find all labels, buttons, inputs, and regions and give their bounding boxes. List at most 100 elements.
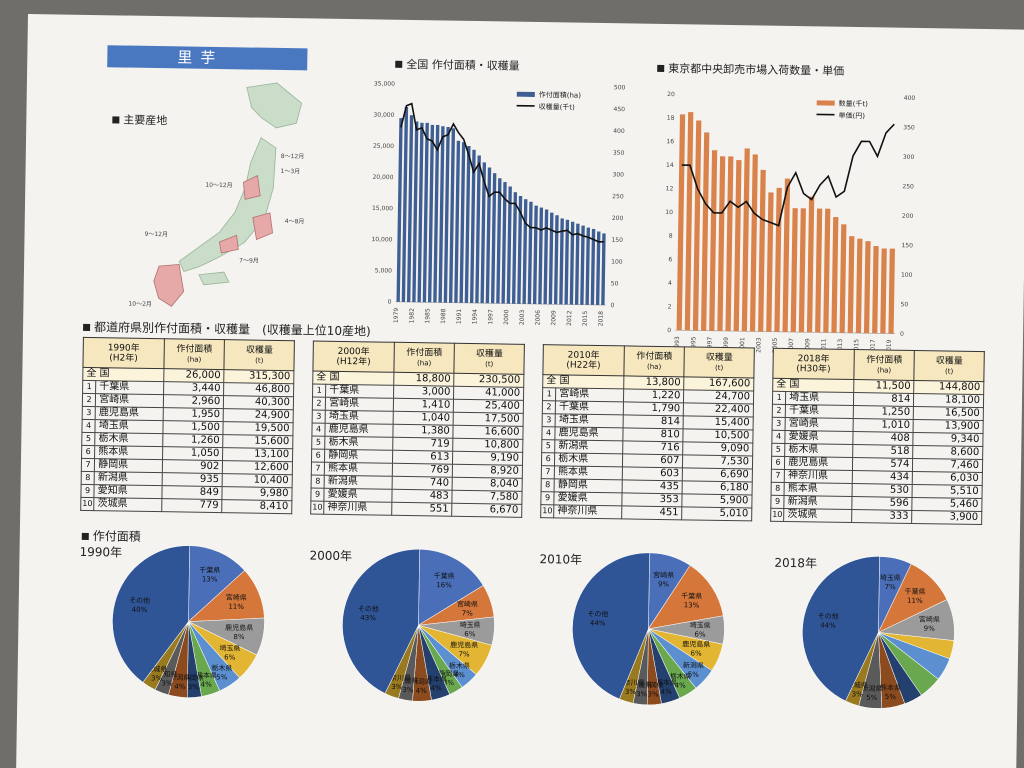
yield-cell: 41,000 xyxy=(453,386,524,401)
y-right-tick-label: 150 xyxy=(611,237,623,244)
pie-label-percent: 6% xyxy=(694,631,706,639)
prefecture-cell: 茨城県 xyxy=(783,508,852,523)
y-left-tick-label: 12 xyxy=(666,185,674,192)
rank-cell: 7 xyxy=(81,458,95,472)
pie-label-name: 千葉県 xyxy=(904,587,925,596)
y-left-tick-label: 4 xyxy=(668,280,672,287)
area-cell: 483 xyxy=(391,489,453,504)
page-title: 里芋 xyxy=(107,45,308,71)
bullet-square-icon xyxy=(657,64,665,72)
area-cell: 1,250 xyxy=(853,405,914,420)
bar-2017 xyxy=(872,245,879,334)
table-row: 10 茨城県 779 8,410 xyxy=(80,497,292,514)
y-right-tick-label: 300 xyxy=(612,171,624,178)
pie-label-name: 埼玉県 xyxy=(690,620,711,629)
tokai-highlight xyxy=(218,234,239,254)
rank-cell: 9 xyxy=(540,491,555,505)
bar-2006 xyxy=(538,207,544,305)
pie-label-percent: 5% xyxy=(866,694,878,702)
yield-cell: 7,460 xyxy=(912,458,983,473)
prefecture-table-1990年: 1990年 (H2年) 作付面積 (ha) 収穫量 (t) 全 国 26,000 315,300… xyxy=(80,337,295,514)
rank-cell: 6 xyxy=(771,456,785,470)
yield-column-unit: (t) xyxy=(485,359,494,368)
y-right-tick-label: 100 xyxy=(901,272,913,279)
x-tick-label: 2018 xyxy=(598,311,605,327)
prefecture-cell: 神奈川県 xyxy=(553,504,622,519)
prefecture-cell: 熊本県 xyxy=(784,482,853,497)
prefecture-cell: 茨城県 xyxy=(93,497,162,512)
legend-swatch-bar xyxy=(516,91,535,97)
bar-1993 xyxy=(676,114,686,331)
yield-cell: 9,340 xyxy=(913,432,984,447)
pie-label-name: 茨城県 xyxy=(146,664,167,673)
bar-2014 xyxy=(847,236,855,333)
prefecture-cell: 神奈川県 xyxy=(784,469,853,484)
pie-label-name: 鹿児島県 xyxy=(450,640,478,649)
table-era: (H30年) xyxy=(796,363,831,375)
bullet-square-icon xyxy=(81,532,89,541)
area-cell: 1,010 xyxy=(852,418,914,433)
table-year-header: 2010年 (H22年) xyxy=(542,344,625,376)
prefecture-cell: 栃木県 xyxy=(554,452,623,467)
bar-1980 xyxy=(401,106,409,302)
yield-cell: 40,300 xyxy=(223,395,294,410)
area-cell: 596 xyxy=(851,496,913,511)
area-cell: 1,220 xyxy=(623,388,685,403)
x-tick-label: 1994 xyxy=(472,309,479,325)
pie-label-percent: 3% xyxy=(443,679,455,687)
pie-label-percent: 3% xyxy=(647,690,659,698)
prefecture-cell: 愛媛県 xyxy=(324,488,392,503)
pie-label-name: 茨城県 xyxy=(847,680,868,689)
yield-cell: 6,030 xyxy=(912,471,983,486)
pie-label-percent: 9% xyxy=(924,625,936,633)
area-cell: 740 xyxy=(391,476,453,491)
legend-label-bar: 作付面積(ha) xyxy=(539,90,582,100)
y-left-tick-label: 6 xyxy=(668,256,672,263)
bar-1995 xyxy=(692,120,702,331)
pie-label-percent: 6% xyxy=(224,654,236,662)
pie-slice-その他 xyxy=(802,556,880,702)
pie-label-percent: 4% xyxy=(416,687,428,695)
area-column-header: 作付面積 (ha) xyxy=(853,349,915,381)
area-cell: 902 xyxy=(162,459,223,474)
x-tick-label: 2012 xyxy=(566,310,573,326)
area-cell: 1,950 xyxy=(162,407,224,422)
area-cell: 408 xyxy=(852,431,914,446)
x-tick-label: 2015 xyxy=(582,311,589,327)
total-area: 18,800 xyxy=(393,372,455,387)
pie-label-percent: 7% xyxy=(462,609,474,617)
yield-cell: 17,500 xyxy=(453,412,524,427)
document-page: 里芋 主要産地 8～12月 1～3月 10～12月 4～8月 7～9月 9～12… xyxy=(16,14,1024,768)
area-cell: 814 xyxy=(853,392,914,407)
yield-cell: 5,460 xyxy=(912,497,983,512)
kyushu-shape xyxy=(153,263,185,307)
y-left-tick-label: 5,000 xyxy=(375,267,392,274)
pie-label-name: 千葉県 xyxy=(199,565,220,574)
prefecture-cell: 千葉県 xyxy=(95,380,164,395)
area-cell: 353 xyxy=(621,492,683,507)
map-annotation-2: 1～3月 xyxy=(281,168,301,175)
table-row: 10 神奈川県 451 5,010 xyxy=(540,504,752,521)
prefecture-cell: 新潟県 xyxy=(784,495,852,510)
bar-1989 xyxy=(448,128,456,303)
total-yield: 230,500 xyxy=(454,373,524,388)
pie-label-percent: 3% xyxy=(161,679,173,687)
x-axis-line xyxy=(395,301,606,306)
yield-cell: 16,500 xyxy=(913,406,984,421)
pie-label-percent: 44% xyxy=(590,619,606,627)
bar-1994 xyxy=(475,155,481,304)
pie-label-percent: 13% xyxy=(202,575,218,583)
niigata-highlight xyxy=(242,175,261,200)
rank-cell: 5 xyxy=(81,432,96,446)
pie-label-percent: 6% xyxy=(464,630,476,638)
rank-cell: 9 xyxy=(310,488,325,502)
pies-container: 1990年 千葉県 13% 宮崎県 11% 鹿児島県 8% 埼玉県 6% 栃木県 5% 熊本県 4% 静岡… xyxy=(28,14,1024,709)
x-tick-label: 2009 xyxy=(804,338,811,354)
prefecture-cell: 愛媛県 xyxy=(554,491,622,506)
y-right-tick-label: 250 xyxy=(612,193,624,200)
yield-column-header: 収穫量 (t) xyxy=(224,339,295,371)
bar-1998 xyxy=(717,156,726,331)
yield-cell: 6,670 xyxy=(452,503,522,518)
yield-cell: 8,410 xyxy=(222,499,292,514)
pie-label-name: 埼玉県 xyxy=(219,643,240,652)
